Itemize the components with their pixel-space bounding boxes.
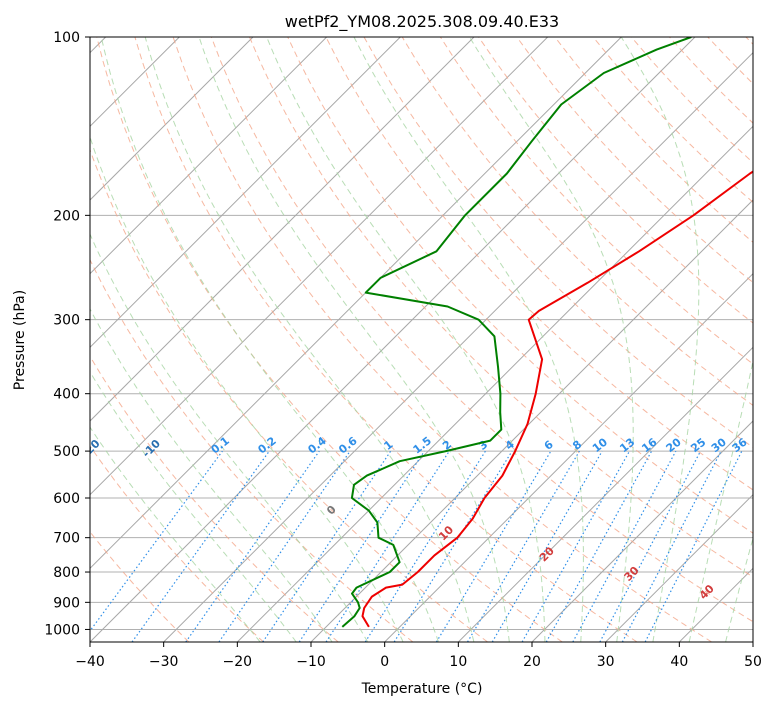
moist-adiabats <box>90 37 753 642</box>
moist-adiabat <box>353 37 584 642</box>
mixing-ratio-line <box>185 450 320 642</box>
moist-adiabat <box>144 37 475 642</box>
isotherm-line <box>163 51 753 642</box>
dry-adiabat <box>96 37 563 642</box>
x-tick-label: 10 <box>449 654 467 670</box>
y-tick-label: 500 <box>53 444 80 460</box>
isotherm-line <box>384 272 753 642</box>
mixing-ratio-line <box>572 450 677 642</box>
moist-adiabat <box>725 536 753 642</box>
x-tick-label: −20 <box>223 654 253 670</box>
mixing-ratio-line <box>521 450 631 642</box>
x-axis-ticks: −40 −30 −20 −10 0 10 20 30 40 50 <box>75 642 762 670</box>
x-axis-title: Temperature (°C) <box>361 681 483 697</box>
y-tick-label: 400 <box>53 387 80 403</box>
dry-adiabat <box>325 37 753 491</box>
dry-adiabats <box>90 37 753 642</box>
y-axis-title: Pressure (hPa) <box>12 290 28 390</box>
moist-adiabat <box>90 426 261 642</box>
x-tick-label: −40 <box>75 654 105 670</box>
sounding-profile <box>361 170 753 628</box>
dry-adiabat <box>172 37 712 642</box>
dry-adiabat <box>134 37 638 642</box>
x-tick-label: 20 <box>523 654 541 670</box>
moist-adiabat <box>90 370 297 642</box>
isotherm-line <box>531 420 753 642</box>
dry-adiabat <box>210 37 753 623</box>
sounding-profile <box>341 37 692 628</box>
moist-adiabat <box>90 135 404 642</box>
x-tick-label: −30 <box>149 654 179 670</box>
y-tick-label: 300 <box>53 313 80 329</box>
y-tick-label: 700 <box>53 531 80 547</box>
moist-adiabat <box>198 37 510 642</box>
mixing-ratio-line <box>466 450 580 642</box>
moist-adiabat <box>620 37 700 642</box>
isotherm-line <box>310 199 753 642</box>
dry-adiabat <box>90 355 339 642</box>
isotherm-line <box>90 37 328 275</box>
x-tick-label: 0 <box>380 654 389 670</box>
mixing-ratio-line <box>393 450 513 642</box>
dry-adiabat <box>287 37 753 534</box>
isotherm-line <box>457 346 753 642</box>
dry-adiabat <box>90 445 264 642</box>
isotherm-line <box>90 37 254 201</box>
plot-area: 0.10.20.40.611.52346810131620253036-100-… <box>90 37 753 642</box>
x-tick-label: 30 <box>597 654 615 670</box>
isotherm-line <box>605 493 753 642</box>
isotherm-line <box>90 37 549 496</box>
dry-adiabat <box>249 37 753 578</box>
sounding-profiles <box>341 37 753 628</box>
x-tick-label: 50 <box>744 654 762 670</box>
moist-adiabat <box>90 308 333 642</box>
isotherm-line <box>236 125 753 642</box>
mixing-ratio-line <box>218 450 351 642</box>
y-tick-label: 200 <box>53 208 80 224</box>
x-tick-label: 40 <box>670 654 688 670</box>
y-tick-label: 900 <box>53 595 80 611</box>
isotherm-line <box>90 37 475 422</box>
y-tick-label: 800 <box>53 565 80 581</box>
moist-adiabat <box>266 37 546 642</box>
moist-adiabat <box>100 37 439 642</box>
plot-frame <box>89 36 754 643</box>
y-tick-label: 1000 <box>44 622 80 638</box>
mixing-ratio-line <box>491 450 603 642</box>
mixing-ratio-line <box>325 450 450 642</box>
isotherm-line <box>90 37 622 570</box>
dry-adiabat <box>516 37 753 284</box>
mixing-ratio-line <box>364 450 486 642</box>
isotherm-line <box>90 37 696 642</box>
isobar-gridlines <box>90 37 753 630</box>
moist-adiabat <box>90 232 369 642</box>
y-axis-ticks: 100 200 300 400 500 600 700 800 900 1000 <box>44 30 90 638</box>
y-tick-label: 600 <box>53 491 80 507</box>
mixing-ratio-lines <box>90 450 743 642</box>
x-tick-label: −10 <box>296 654 326 670</box>
mixing-ratio-line <box>435 450 552 642</box>
chart-title: wetPf2_YM08.2025.308.09.40.E33 <box>285 12 559 32</box>
moist-adiabat <box>688 358 753 642</box>
dry-adiabat <box>90 258 414 642</box>
y-tick-label: 100 <box>53 30 80 46</box>
mixing-ratio-line <box>545 450 653 642</box>
